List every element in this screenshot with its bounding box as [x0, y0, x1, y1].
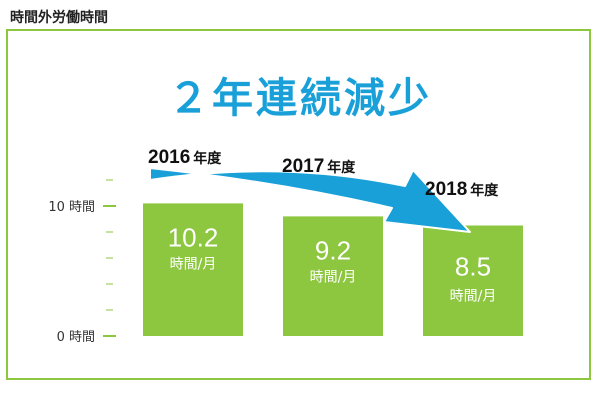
bar-value-label: 8.5 — [455, 252, 491, 282]
bar-2018 — [423, 225, 523, 336]
bar-value-label: 10.2 — [168, 222, 219, 252]
category-label: 2018 年度 — [425, 179, 499, 200]
y-tick-label: 10 時間 — [48, 200, 95, 215]
bar-labels: 10.2 時間/月 9.2 時間/月 8.5 時間/月 2016 年度 2017 年度 2018 年度 — [148, 147, 499, 305]
category-label: 2016 年度 — [148, 147, 222, 168]
trend-arrow-group — [149, 167, 471, 233]
bar-2016 — [143, 203, 243, 336]
bar-unit-label: 時間/月 — [170, 256, 217, 272]
chart-title: ２年連続減少 — [168, 74, 432, 122]
bar-unit-label: 時間/月 — [310, 269, 357, 285]
bar-unit-label: 時間/月 — [450, 289, 497, 305]
category-label: 2017 年度 — [282, 156, 356, 177]
y-tick-label: 0 時間 — [57, 330, 95, 345]
chart-caption: 時間外労働時間 — [10, 9, 108, 26]
y-axis: 10 時間 0 時間 — [48, 179, 116, 345]
bar-value-label: 9.2 — [315, 235, 351, 265]
bars — [143, 203, 523, 336]
bar-2017 — [283, 216, 383, 336]
trend-arrow — [149, 167, 471, 233]
